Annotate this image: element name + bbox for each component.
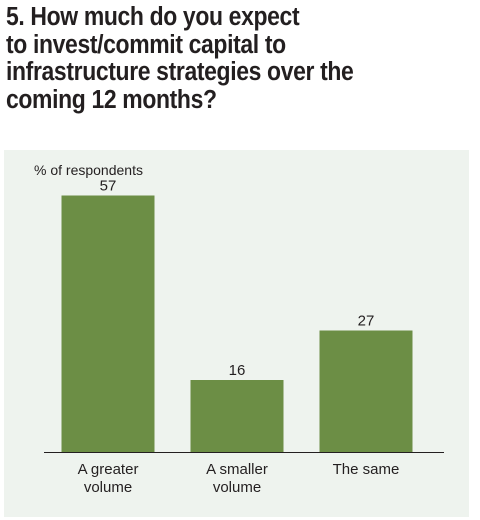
data-label: 27: [358, 313, 375, 330]
bar: [319, 330, 413, 452]
bar: [190, 380, 284, 452]
bar: [61, 195, 155, 452]
title-line: 5. How much do you expect: [6, 3, 300, 31]
category-label: A smaller volume: [206, 461, 268, 496]
y-axis-label: % of respondents: [34, 162, 143, 178]
data-label: 57: [100, 178, 117, 195]
data-label: 16: [229, 362, 246, 379]
chart-panel: % of respondents 57 A greater volume 16 A sm…: [4, 150, 469, 517]
title-line: to invest/commit capital to: [6, 30, 286, 59]
category-label: A greater volume: [78, 461, 139, 496]
title-line: coming 12 months?: [6, 85, 217, 114]
category-label: The same: [333, 461, 400, 478]
chart-title: 5. How much do you expect to invest/comm…: [6, 3, 470, 114]
title-line: infrastructure strategies over the: [6, 58, 354, 86]
bar-chart: % of respondents 57 A greater volume 16 A sm…: [34, 162, 444, 496]
